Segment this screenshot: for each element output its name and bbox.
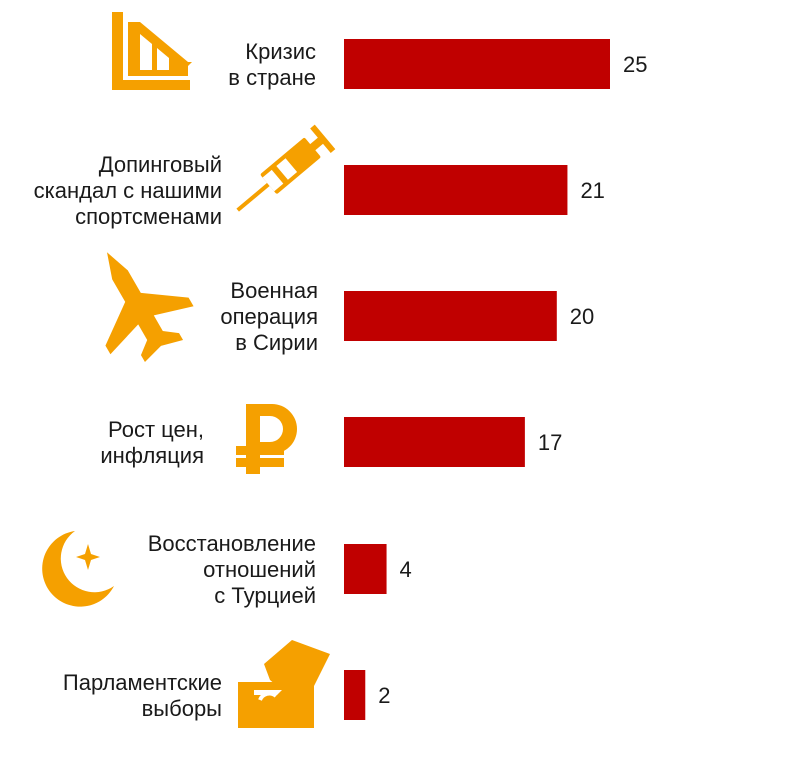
- ruble-icon: [236, 404, 297, 474]
- category-label-6: Парламентские выборы: [63, 670, 222, 721]
- category-label-1: Кризис в стране: [228, 39, 316, 90]
- value-label-1: 25: [623, 52, 647, 77]
- category-label-2: Допинговый скандал с нашими спортсменами: [34, 152, 222, 229]
- value-labels: 25 21 20 17 4 2: [378, 52, 647, 708]
- category-label-5: Восстановление отношений с Турцией: [148, 531, 316, 608]
- value-label-3: 20: [570, 304, 594, 329]
- category-label-4: Рост цен, инфляция: [100, 417, 204, 468]
- fighter-jet-icon: [105, 252, 194, 363]
- value-label-4: 17: [538, 430, 562, 455]
- syringe-icon: [236, 124, 336, 212]
- bar-3: [344, 291, 557, 341]
- category-icons: [42, 12, 336, 728]
- category-label-3: Военная операция в Сирии: [220, 278, 318, 355]
- category-labels: Кризис в стране Допинговый скандал с нашими…: [34, 39, 318, 721]
- bar-1: [344, 39, 610, 89]
- chart-decline-icon: [112, 12, 192, 90]
- bar-6: [344, 670, 366, 720]
- ballot-box-icon: [238, 640, 330, 728]
- crescent-star-icon: [42, 531, 114, 607]
- bar-2: [344, 165, 568, 215]
- value-label-5: 4: [400, 557, 412, 582]
- bars: [344, 39, 610, 720]
- value-label-6: 2: [378, 683, 390, 708]
- bar-5: [344, 544, 387, 594]
- bar-4: [344, 417, 525, 467]
- value-label-2: 21: [580, 178, 604, 203]
